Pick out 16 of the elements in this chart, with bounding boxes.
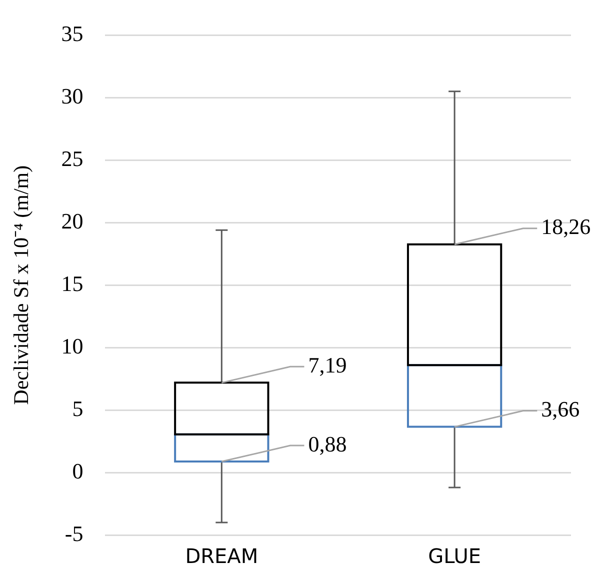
y-tick-label: 25 [61, 146, 84, 171]
x-tick-label: GLUE [428, 544, 482, 568]
y-tick-label: 35 [61, 20, 84, 46]
y-tick-label: 10 [61, 333, 84, 358]
y-tick-label: -5 [64, 520, 84, 546]
y-tick-label: 15 [61, 270, 84, 296]
y-tick-label: 20 [61, 208, 84, 234]
annotation: 18,26 [541, 214, 591, 240]
y-axis-title: Declividade Sf x 10⁻⁴ (m/m) [9, 165, 34, 405]
y-tick-label: 30 [61, 83, 84, 108]
annotation: 3,66 [541, 396, 580, 422]
y-tick-label: 0 [72, 458, 84, 484]
x-tick-label: DREAM [185, 544, 258, 568]
y-tick-label: 5 [72, 396, 84, 421]
annotation: 0,88 [308, 431, 347, 456]
annotation: 7,19 [308, 352, 347, 378]
